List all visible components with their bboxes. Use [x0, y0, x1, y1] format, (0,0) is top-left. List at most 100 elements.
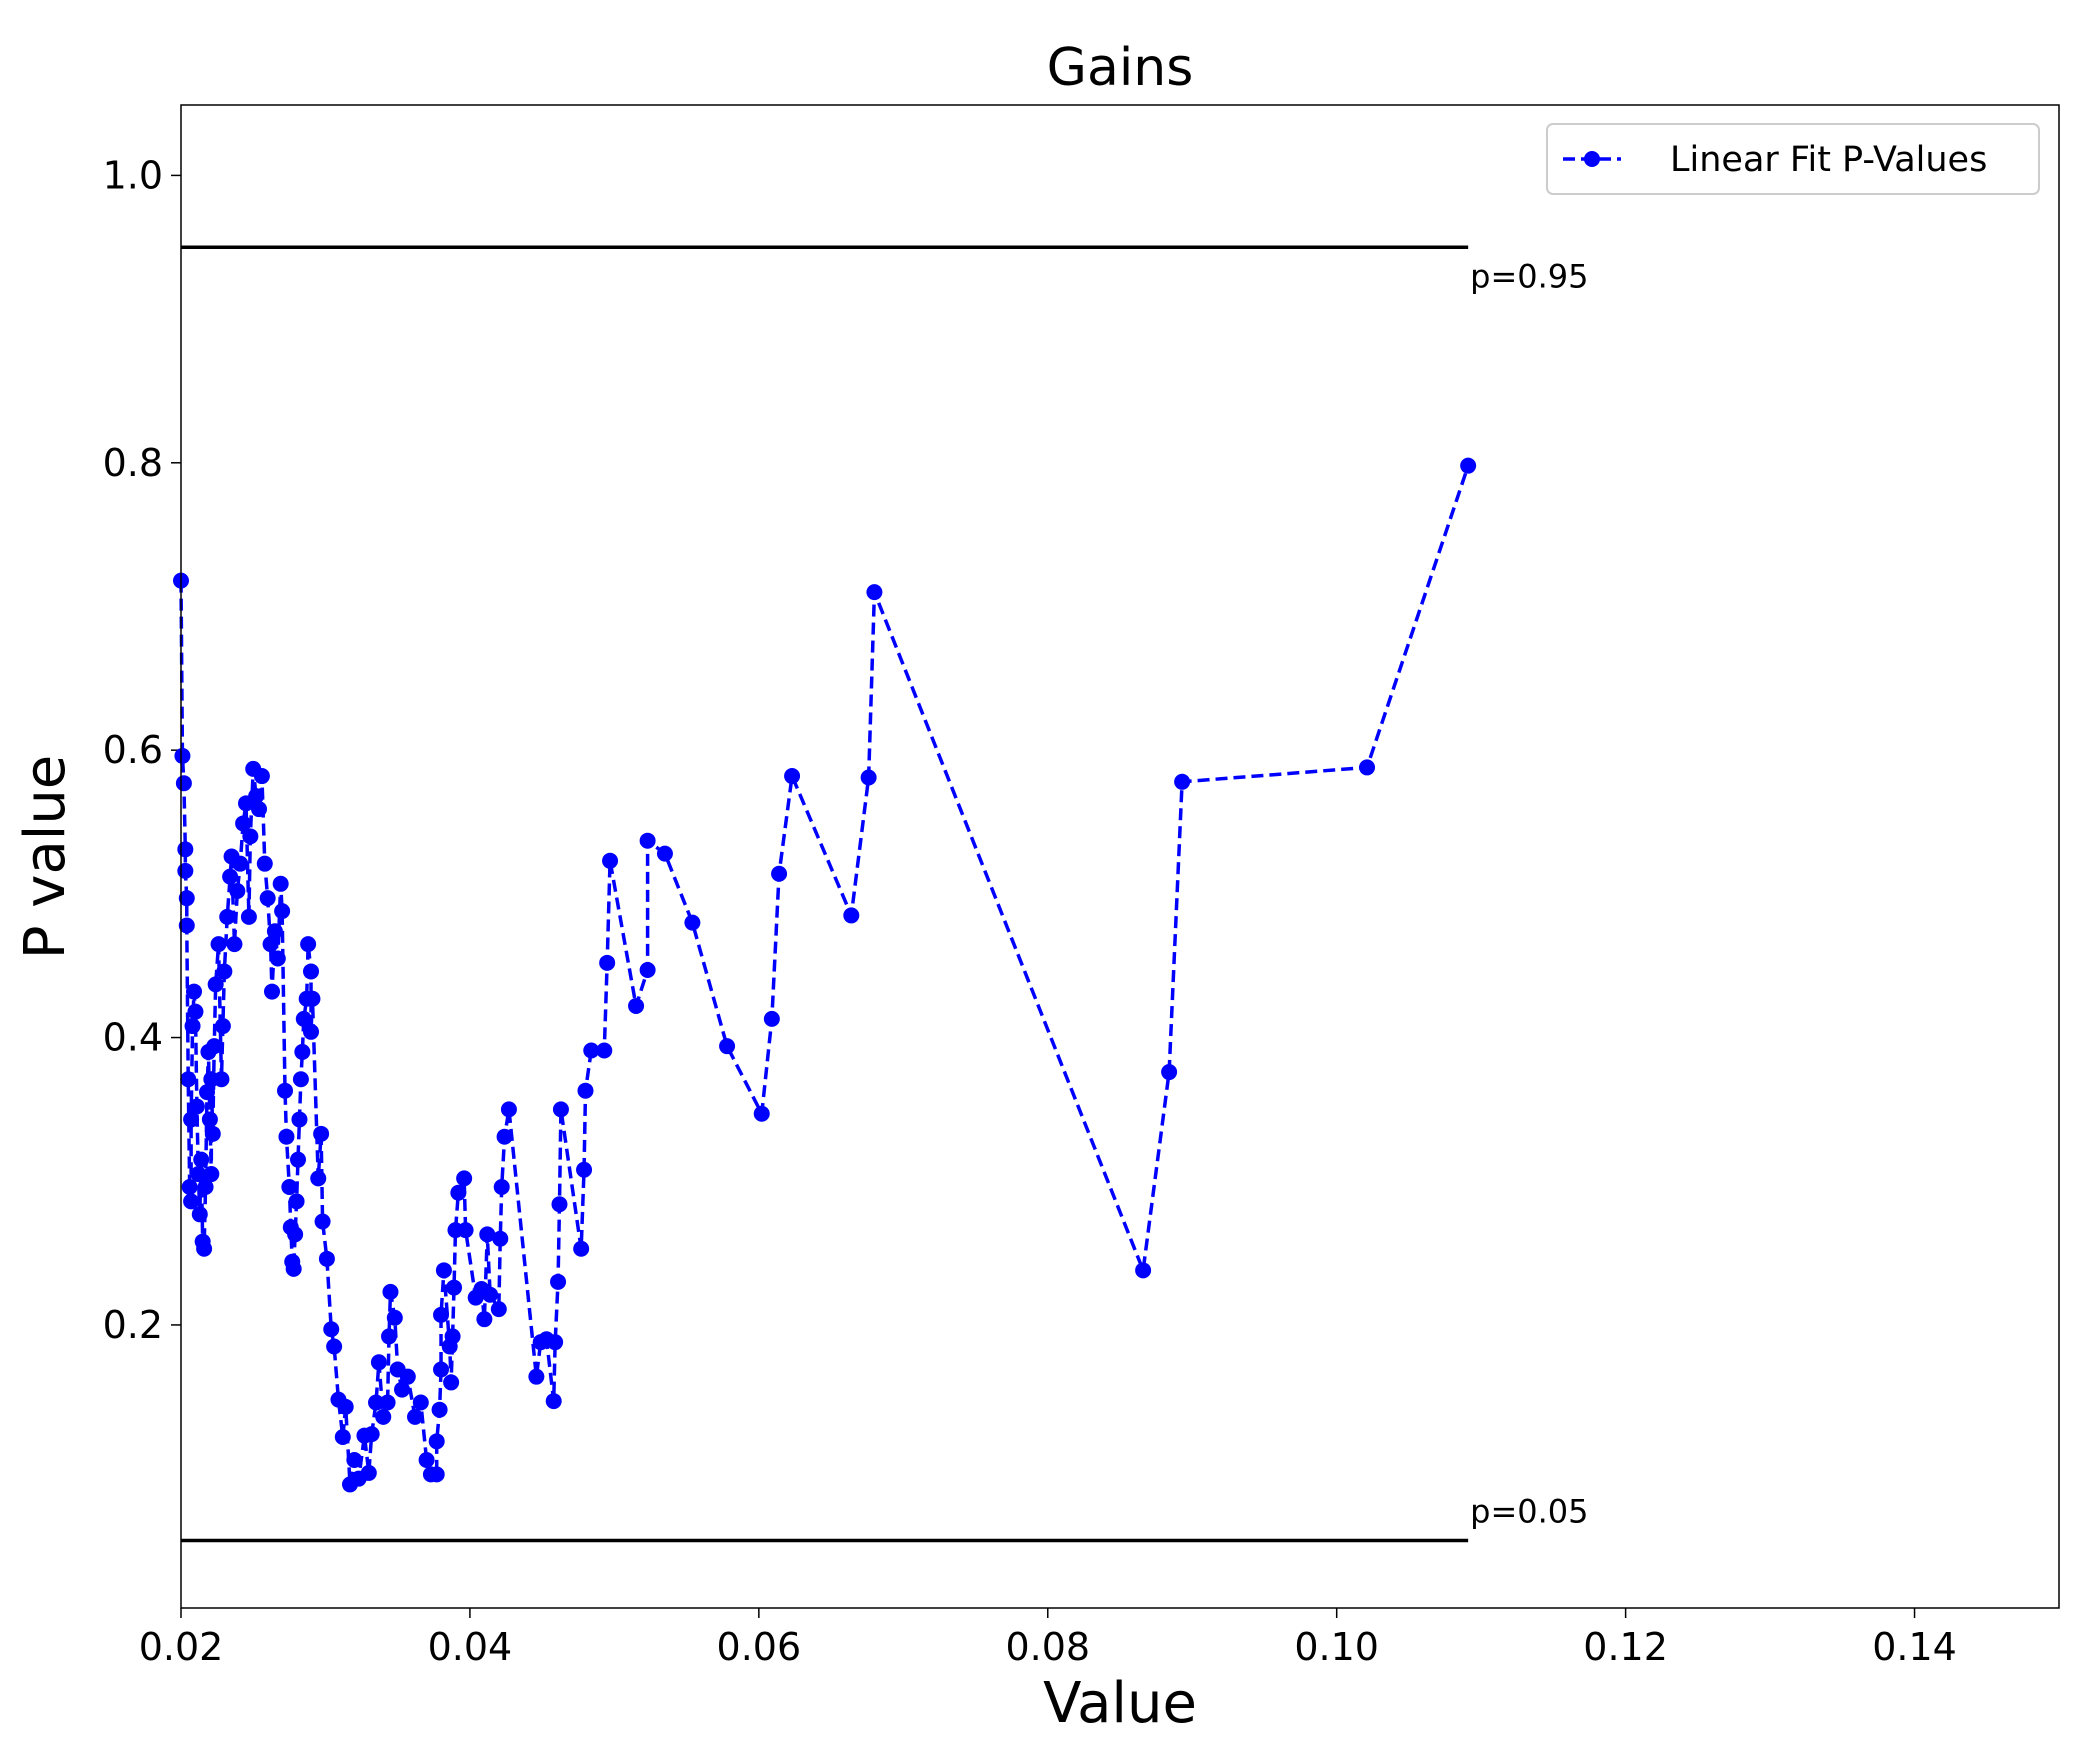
reference-label: p=0.05: [1470, 1492, 1588, 1530]
data-point: [178, 917, 195, 934]
data-point: [206, 1038, 223, 1055]
y-tick-label: 0.2: [103, 1303, 163, 1347]
data-point: [1460, 457, 1477, 474]
data-point: [262, 936, 279, 953]
data-point: [287, 1226, 304, 1243]
data-point: [1161, 1064, 1178, 1081]
data-point: [259, 890, 276, 907]
data-point: [222, 868, 239, 885]
data-point: [175, 775, 192, 792]
y-tick-label: 0.6: [103, 728, 163, 772]
data-point: [386, 1309, 403, 1326]
data-point: [545, 1393, 562, 1410]
data-point: [232, 855, 249, 872]
data-point: [201, 1111, 218, 1128]
data-point: [490, 1301, 507, 1318]
data-point: [210, 936, 227, 953]
data-point: [576, 1161, 593, 1178]
data-point: [368, 1394, 385, 1411]
data-point: [583, 1042, 600, 1059]
data-point: [214, 1018, 231, 1035]
data-point: [443, 1374, 460, 1391]
data-point: [196, 1240, 213, 1257]
data-point: [184, 1018, 201, 1035]
data-point: [456, 1170, 473, 1187]
data-point: [197, 1178, 214, 1195]
data-point: [226, 936, 243, 953]
data-point: [256, 855, 273, 872]
data-point: [382, 1283, 399, 1300]
data-point: [596, 1042, 613, 1059]
data-point: [334, 1429, 351, 1446]
data-point: [177, 841, 194, 858]
data-point: [500, 1101, 517, 1118]
data-point: [323, 1321, 340, 1338]
data-point: [186, 983, 203, 1000]
data-point: [180, 1071, 197, 1088]
data-point: [188, 1098, 205, 1115]
data-point: [599, 954, 616, 971]
data-point: [278, 1128, 295, 1145]
data-point: [496, 1128, 513, 1145]
data-point: [482, 1286, 499, 1303]
data-point: [266, 923, 283, 940]
data-point: [375, 1408, 392, 1425]
data-point: [277, 1082, 294, 1099]
data-point: [763, 1010, 780, 1027]
series-line: [179, 465, 1470, 1485]
data-point: [550, 1273, 567, 1290]
chart-title: Gains: [1047, 38, 1194, 98]
data-point: [552, 1101, 569, 1118]
data-point: [428, 1433, 445, 1450]
data-point: [203, 1166, 220, 1183]
data-point: [313, 1125, 330, 1142]
data-point: [1135, 1262, 1152, 1279]
y-axis-label: P value: [13, 755, 78, 960]
data-point: [379, 1394, 396, 1411]
data-point: [577, 1082, 594, 1099]
x-tick-label: 0.04: [428, 1625, 513, 1669]
y-tick-label: 0.8: [103, 441, 163, 485]
data-point: [183, 1111, 200, 1128]
data-point: [288, 1193, 305, 1210]
data-point: [294, 1043, 311, 1060]
data-point: [213, 1071, 230, 1088]
x-tick-label: 0.14: [1872, 1625, 1957, 1669]
x-tick-label: 0.06: [717, 1625, 802, 1669]
data-point: [181, 1178, 198, 1195]
data-point: [450, 1184, 467, 1201]
data-point: [207, 976, 224, 993]
data-point: [360, 1464, 377, 1481]
data-point: [493, 1178, 510, 1195]
data-point: [784, 768, 801, 785]
data-point: [292, 1071, 309, 1088]
data-point: [370, 1354, 387, 1371]
data-point: [264, 983, 281, 1000]
plot-frame: [180, 104, 2060, 1609]
data-point: [193, 1151, 210, 1168]
data-point: [235, 815, 252, 832]
data-point: [177, 862, 194, 879]
data-point: [656, 845, 673, 862]
x-tick-label: 0.02: [139, 1625, 224, 1669]
data-point: [326, 1338, 343, 1355]
data-point: [295, 1010, 312, 1027]
data-point: [318, 1250, 335, 1267]
legend-label: Linear Fit P-Values: [1670, 140, 1987, 180]
data-point: [290, 1151, 307, 1168]
data-point: [346, 1451, 363, 1468]
data-point: [551, 1196, 568, 1213]
data-point: [866, 584, 883, 601]
data-point: [216, 963, 233, 980]
data-point: [433, 1306, 450, 1323]
data-point: [492, 1230, 509, 1247]
data-point: [242, 828, 259, 845]
data-point: [303, 963, 320, 980]
data-point: [412, 1394, 429, 1411]
data-point: [285, 1260, 302, 1277]
data-point: [269, 950, 286, 967]
data-point: [628, 997, 645, 1014]
data-point: [251, 801, 268, 818]
x-tick-label: 0.12: [1583, 1625, 1668, 1669]
data-point: [639, 832, 656, 849]
